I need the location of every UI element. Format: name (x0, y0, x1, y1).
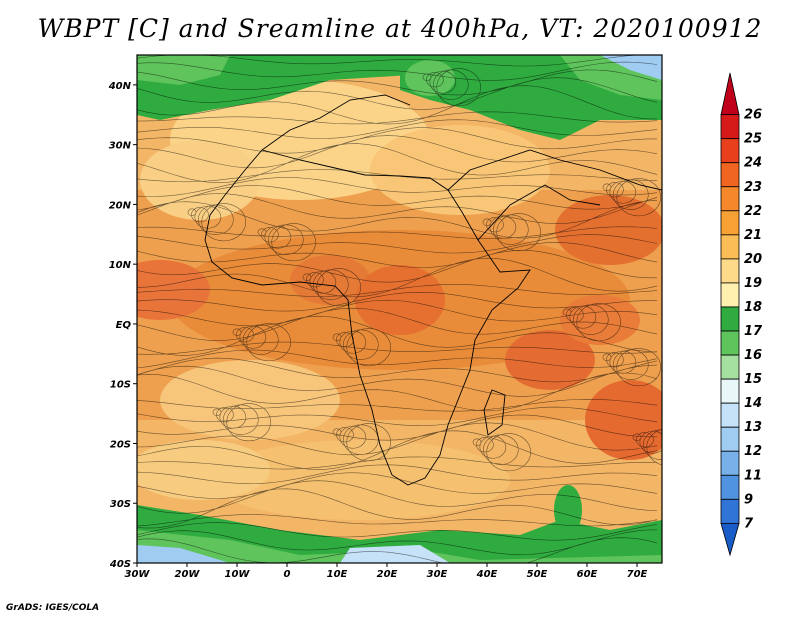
colorbar-swatch (720, 306, 740, 332)
colorbar-label: 12 (744, 444, 762, 459)
colorbar-label: 21 (744, 228, 762, 243)
colorbar-swatch (720, 402, 740, 428)
colorbar-swatch (720, 450, 740, 476)
colorbar-swatch (720, 330, 740, 356)
colorbar-swatch (720, 498, 740, 524)
colorbar-label: 24 (744, 156, 762, 171)
chart-title: WBPT [C] and Sreamline at 400hPa, VT: 20… (37, 14, 763, 43)
colorbar-label: 11 (744, 468, 762, 483)
colorbar-swatch (720, 426, 740, 452)
lat-tick-label: EQ (116, 320, 132, 331)
colorbar-label: 19 (744, 276, 762, 291)
colorbar-swatch (720, 378, 740, 404)
colorbar-label: 15 (744, 372, 762, 387)
lon-tick-label: 10E (327, 569, 348, 580)
lat-tick-label: 40S (109, 559, 131, 570)
lat-tick-label: 30N (109, 141, 132, 152)
colorbar-label: 25 (744, 132, 762, 147)
colorbar-swatch (720, 234, 740, 260)
lon-tick-label: 0 (284, 569, 291, 580)
colorbar-label: 14 (744, 396, 762, 411)
colorbar-swatch (720, 282, 740, 308)
colorbar-swatch (720, 354, 740, 380)
lat-tick-label: 40N (108, 81, 132, 92)
lat-tick-label: 30S (110, 499, 131, 510)
lon-tick-label: 70E (627, 569, 648, 580)
colorbar: 26 25 24 23 22 21 20 19 18 17 16 15 14 13 12 11 9 7 (720, 72, 763, 557)
colorbar-label: 20 (744, 252, 762, 267)
lon-tick-label: 30E (427, 569, 448, 580)
colorbar-label: 18 (744, 300, 762, 315)
lat-tick-label: 20S (110, 439, 131, 450)
lat-tick-label: 10N (109, 260, 132, 271)
wbpt-field (137, 55, 662, 563)
colorbar-swatch (720, 114, 740, 140)
lon-tick-label: 10W (225, 569, 251, 580)
colorbar-label: 23 (744, 180, 762, 195)
colorbar-label: 16 (744, 348, 762, 363)
lat-tick-label: 20N (109, 200, 132, 211)
lon-axis: 30W 20W 10W 0 10E 20E 30E 40E 50E 60E 70E (125, 563, 648, 580)
lon-tick-label: 20W (175, 569, 201, 580)
colorbar-label: 26 (744, 108, 762, 123)
colorbar-swatch (720, 474, 740, 500)
lon-tick-label: 20E (377, 569, 398, 580)
colorbar-label: 9 (744, 492, 753, 507)
lat-axis: 40N 30N 20N 10N EQ 10S 20S 30S 40S (108, 81, 137, 570)
colorbar-label: 7 (744, 516, 754, 531)
lat-tick-label: 10S (110, 380, 131, 391)
grads-credit: GrADS: IGES/COLA (6, 603, 100, 613)
colorbar-swatch (720, 138, 740, 164)
colorbar-swatch (720, 72, 740, 116)
colorbar-label: 22 (744, 204, 762, 219)
plot-frame (136, 54, 663, 564)
colorbar-swatch (720, 162, 740, 188)
coastlines (204, 94, 662, 486)
lon-tick-label: 50E (527, 569, 548, 580)
colorbar-label: 13 (744, 420, 762, 435)
lon-tick-label: 40E (476, 569, 498, 580)
lon-tick-label: 60E (577, 569, 598, 580)
lon-tick-label: 30W (125, 569, 151, 580)
colorbar-swatch (720, 210, 740, 236)
colorbar-label: 17 (744, 324, 763, 339)
colorbar-swatch (720, 522, 740, 557)
colorbar-swatch (720, 258, 740, 284)
colorbar-swatch (720, 186, 740, 212)
